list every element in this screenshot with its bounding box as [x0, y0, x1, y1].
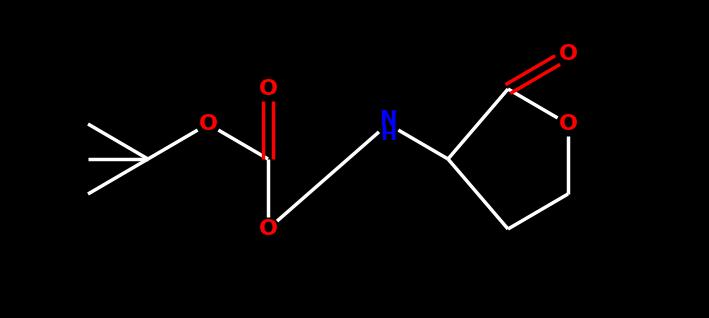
Text: H: H	[380, 125, 396, 143]
Text: O: O	[199, 114, 218, 134]
Text: O: O	[259, 219, 277, 239]
Text: O: O	[559, 114, 578, 134]
Text: N: N	[379, 110, 397, 130]
Text: O: O	[559, 44, 578, 64]
Text: O: O	[259, 79, 277, 99]
